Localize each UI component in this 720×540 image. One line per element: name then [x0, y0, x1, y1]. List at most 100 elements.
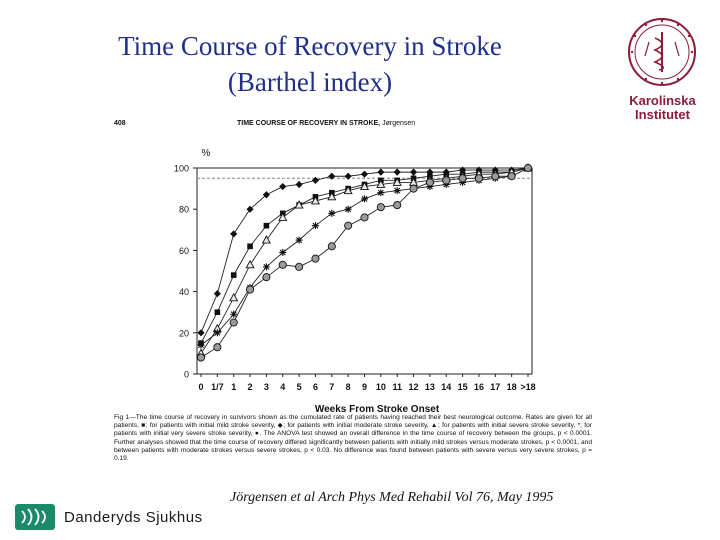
- point-s0-12: [393, 168, 401, 176]
- point-s4-17: [474, 174, 484, 183]
- point-s0-8: [328, 172, 336, 180]
- point-s2-5: [278, 212, 288, 221]
- figure-running-title: TIME COURSE OF RECOVERY IN STROKE, Jørge…: [237, 120, 415, 127]
- scanned-figure: 408 TIME COURSE OF RECOVERY IN STROKE, J…: [112, 118, 600, 488]
- danderyd-emblem-icon: [15, 504, 55, 530]
- point-s4-8: [327, 242, 336, 251]
- x-tick-label: 2: [248, 382, 253, 392]
- x-tick-label: >18: [520, 382, 535, 392]
- point-s1-3: [247, 243, 253, 250]
- point-s3-14: [426, 183, 434, 191]
- y-tick-label: 100: [174, 164, 189, 174]
- danderyd-logo: Danderyds Sjukhus: [14, 503, 234, 531]
- point-s0-4: [262, 191, 270, 199]
- point-s2-6: [294, 200, 304, 209]
- x-tick-label: 8: [346, 382, 351, 392]
- point-s0-3: [246, 205, 254, 213]
- danderyd-name: Danderyds Sjukhus: [64, 509, 203, 526]
- point-s0-11: [377, 168, 385, 176]
- figure-caption: Fig 1—The time course of recovery in sur…: [114, 414, 592, 463]
- x-tick-label: 16: [474, 382, 484, 392]
- point-s2-3: [245, 259, 255, 269]
- chart-series: [196, 163, 533, 362]
- x-tick-label: 13: [425, 382, 435, 392]
- point-s3-1: [213, 329, 221, 337]
- point-s0-1: [213, 290, 221, 298]
- point-s3-10: [361, 195, 368, 203]
- figure-running-title-text: TIME COURSE OF RECOVERY IN STROKE,: [237, 120, 381, 127]
- point-s4-9: [344, 221, 353, 230]
- point-s2-8: [327, 191, 337, 201]
- point-s3-11: [377, 189, 385, 197]
- point-s0-10: [360, 170, 369, 178]
- point-s2-12: [392, 177, 402, 186]
- point-s4-12: [393, 201, 402, 210]
- point-s3-0: [197, 341, 205, 349]
- y-tick-label: 60: [179, 246, 189, 256]
- y-tick-label: 80: [179, 205, 189, 215]
- point-s0-0: [197, 329, 205, 337]
- point-s4-1: [213, 343, 222, 352]
- point-s0-9: [344, 172, 352, 180]
- series-4: [196, 163, 533, 362]
- series-line-1: [200, 167, 529, 344]
- point-s4-11: [376, 203, 385, 212]
- point-s4-7: [311, 254, 320, 263]
- y-tick-label: 20: [179, 328, 189, 338]
- x-axis-label: Weeks From Stroke Onset: [315, 404, 440, 415]
- point-s4-0: [196, 353, 206, 362]
- slide-title-line2: (Barthel index): [227, 67, 393, 97]
- point-s3-2: [230, 310, 238, 318]
- point-s2-2: [229, 292, 239, 302]
- point-s4-13: [409, 184, 418, 193]
- x-tick-label: 7: [329, 382, 334, 392]
- point-s4-14: [425, 178, 434, 187]
- point-s4-3: [245, 285, 255, 294]
- y-tick-label: 0: [184, 370, 189, 380]
- x-tick-label: 5: [297, 382, 302, 392]
- point-s2-9: [343, 185, 353, 195]
- x-tick-label: 1/7: [211, 382, 224, 392]
- x-tick-label: 15: [458, 382, 468, 392]
- series-line-3: [200, 167, 529, 346]
- x-tick-label: 14: [441, 382, 451, 392]
- point-s3-16: [459, 178, 467, 186]
- point-s4-6: [295, 262, 304, 271]
- x-tick-label: 12: [409, 382, 419, 392]
- series-3: [197, 164, 532, 349]
- series-1: [198, 165, 531, 346]
- x-tick-label: 3: [264, 382, 269, 392]
- y-axis-label: %: [202, 148, 211, 159]
- karolinska-name: Karolinska: [629, 93, 696, 108]
- x-tick-label: 6: [313, 382, 318, 392]
- point-s4-2: [229, 318, 238, 327]
- point-s3-7: [311, 222, 319, 230]
- x-tick-label: 10: [376, 382, 386, 392]
- x-tick-label: 9: [362, 382, 367, 392]
- point-s3-8: [328, 209, 336, 217]
- point-s0-5: [279, 182, 287, 191]
- point-s4-10: [360, 213, 369, 222]
- figure-page-number: 408: [114, 120, 126, 127]
- point-s2-4: [261, 235, 271, 244]
- citation: Jörgensen et al Arch Phys Med Rehabil Vo…: [230, 490, 554, 505]
- point-s0-14: [426, 168, 434, 176]
- karolinska-seal-icon: [628, 18, 696, 86]
- karolinska-logo: Karolinska Institutet: [615, 12, 710, 130]
- point-s4-19: [507, 172, 516, 181]
- x-tick-label: 17: [490, 382, 500, 392]
- karolinska-institutet: Institutet: [635, 107, 690, 122]
- y-tick-label: 40: [179, 287, 189, 297]
- figure-author: Jørgensen: [382, 120, 416, 127]
- x-tick-label: 11: [392, 382, 402, 392]
- point-s4-4: [262, 273, 271, 282]
- point-s3-4: [262, 263, 270, 271]
- point-s2-10: [359, 181, 370, 190]
- slide-title: Time Course of Recovery in Stroke (Barth…: [40, 28, 580, 100]
- point-s4-20: [523, 163, 533, 173]
- point-s1-2: [230, 272, 237, 278]
- point-s4-18: [491, 172, 500, 181]
- point-s3-12: [393, 187, 401, 195]
- point-s0-13: [409, 168, 418, 176]
